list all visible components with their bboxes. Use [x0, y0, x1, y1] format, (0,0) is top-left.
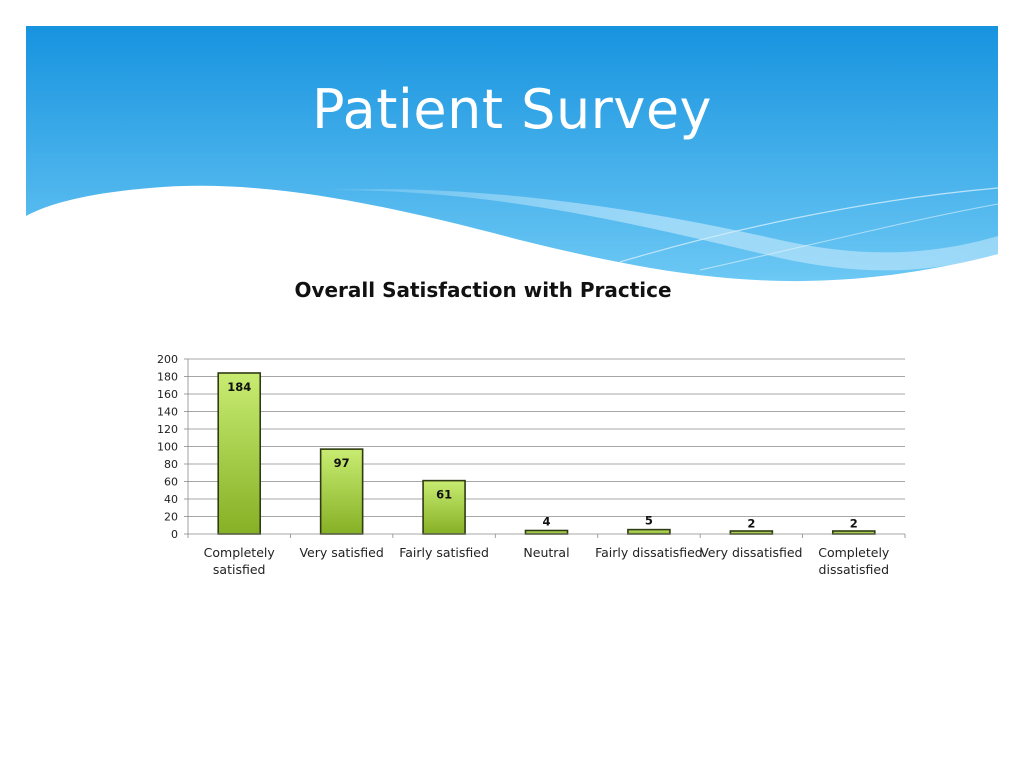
x-tick-label: Completely dissatisfied: [818, 545, 890, 577]
chart-gridlines: [188, 358, 905, 517]
bars: 184 97 61 4 5 2 2: [217, 372, 876, 535]
banner-background: [26, 26, 998, 282]
y-tick-label: 80: [164, 458, 178, 471]
x-axis: Completely satisfied Very satisfied Fairly …: [187, 533, 906, 577]
slide-title: Patient Survey: [311, 78, 713, 141]
y-tick-label: 100: [157, 441, 178, 454]
bar: [217, 372, 262, 535]
x-tick-label: Fairly dissatisfied: [595, 545, 703, 560]
data-label: 184: [227, 380, 251, 394]
data-label: 2: [850, 516, 858, 530]
y-tick-label: 0: [171, 528, 178, 541]
data-label: 5: [645, 514, 653, 528]
data-label: 4: [542, 515, 550, 529]
x-tick-label: Neutral: [523, 545, 569, 560]
x-tick-label: Very dissatisfied: [700, 545, 802, 560]
banner-wave-line: [619, 187, 999, 263]
chart-title: Overall Satisfaction with Practice: [294, 278, 672, 302]
bar: [627, 528, 671, 535]
y-tick-label: 140: [157, 406, 178, 419]
bar: [524, 529, 569, 535]
y-tick-label: 200: [157, 353, 178, 366]
x-tick-label: Very satisfied: [299, 545, 383, 560]
y-tick-label: 60: [164, 476, 178, 489]
header-banner: [26, 26, 999, 282]
y-tick-label: 120: [157, 423, 178, 436]
bar: [831, 530, 876, 535]
data-label: 97: [334, 456, 350, 470]
data-label: 2: [747, 516, 755, 530]
bar: [729, 530, 774, 535]
banner-wave-line-2: [699, 203, 999, 271]
y-tick-label: 160: [157, 388, 178, 401]
y-tick-label: 20: [164, 511, 178, 524]
data-label: 61: [436, 488, 452, 502]
x-tick-label: Completely satisfied: [204, 545, 276, 577]
y-tick-label: 180: [157, 371, 178, 384]
x-tick-label: Fairly satisfied: [399, 545, 489, 560]
bar: [422, 479, 466, 535]
banner-wave-light: [330, 189, 998, 271]
y-tick-label: 40: [164, 493, 178, 506]
y-axis: 0 20 40 60 80 100 120 140 160 180 200: [157, 353, 189, 541]
